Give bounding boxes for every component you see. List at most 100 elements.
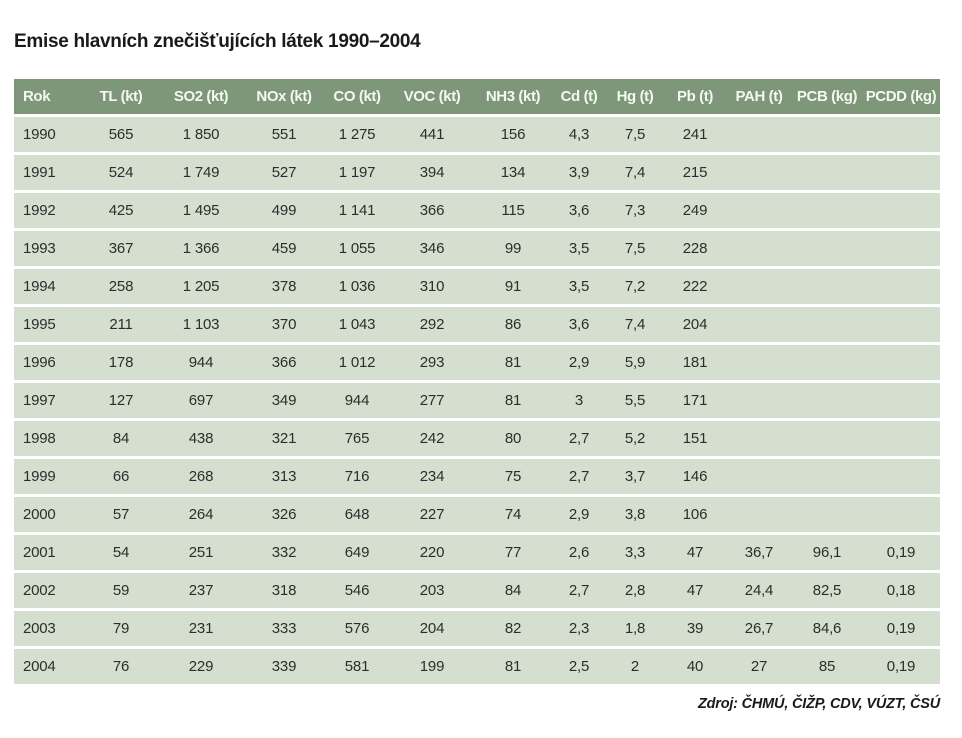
table-row: 2002 59 237 318 546 203 84 2,7 2,8 47 24,4 82,5 0,18 bbox=[14, 571, 940, 611]
value-cell: 251 bbox=[158, 533, 244, 573]
value-cell: 551 bbox=[244, 115, 324, 155]
table-row: 1990 565 1 850 551 1 275 441 156 4,3 7,5 241 bbox=[14, 115, 940, 155]
value-cell: 3,5 bbox=[552, 229, 606, 269]
value-cell: 3,3 bbox=[606, 533, 664, 573]
header-row: Rok TL (kt) SO2 (kt) NOx (kt) CO (kt) VO… bbox=[14, 79, 940, 117]
value-cell bbox=[792, 495, 862, 535]
value-cell bbox=[726, 495, 792, 535]
value-cell: 27 bbox=[726, 647, 792, 687]
value-cell: 74 bbox=[474, 495, 552, 535]
value-cell bbox=[862, 191, 940, 231]
table-row: 1994 258 1 205 378 1 036 310 91 3,5 7,2 222 bbox=[14, 267, 940, 307]
value-cell bbox=[726, 305, 792, 345]
column-header-voc: VOC (kt) bbox=[390, 79, 474, 117]
value-cell: 77 bbox=[474, 533, 552, 573]
value-cell: 2,6 bbox=[552, 533, 606, 573]
value-cell: 26,7 bbox=[726, 609, 792, 649]
value-cell: 3,7 bbox=[606, 457, 664, 497]
table-row: 1992 425 1 495 499 1 141 366 115 3,6 7,3 249 bbox=[14, 191, 940, 231]
value-cell: 346 bbox=[390, 229, 474, 269]
value-cell: 649 bbox=[324, 533, 390, 573]
value-cell: 268 bbox=[158, 457, 244, 497]
value-cell: 24,4 bbox=[726, 571, 792, 611]
value-cell: 2,8 bbox=[606, 571, 664, 611]
table-row: 1999 66 268 313 716 234 75 2,7 3,7 146 bbox=[14, 457, 940, 497]
value-cell bbox=[726, 457, 792, 497]
value-cell: 441 bbox=[390, 115, 474, 155]
value-cell: 80 bbox=[474, 419, 552, 459]
year-cell: 1993 bbox=[14, 229, 84, 269]
column-header-co: CO (kt) bbox=[324, 79, 390, 117]
column-header-hg: Hg (t) bbox=[606, 79, 664, 117]
value-cell: 1 749 bbox=[158, 153, 244, 193]
value-cell: 1 141 bbox=[324, 191, 390, 231]
value-cell bbox=[726, 419, 792, 459]
value-cell: 234 bbox=[390, 457, 474, 497]
value-cell: 81 bbox=[474, 381, 552, 421]
value-cell: 0,19 bbox=[862, 647, 940, 687]
table-row: 1995 211 1 103 370 1 043 292 86 3,6 7,4 204 bbox=[14, 305, 940, 345]
value-cell: 84 bbox=[474, 571, 552, 611]
value-cell bbox=[862, 115, 940, 155]
value-cell: 7,5 bbox=[606, 115, 664, 155]
value-cell: 581 bbox=[324, 647, 390, 687]
value-cell bbox=[862, 457, 940, 497]
value-cell: 648 bbox=[324, 495, 390, 535]
value-cell: 3,6 bbox=[552, 305, 606, 345]
value-cell: 2,5 bbox=[552, 647, 606, 687]
value-cell: 215 bbox=[664, 153, 726, 193]
table-row: 1993 367 1 366 459 1 055 346 99 3,5 7,5 228 bbox=[14, 229, 940, 269]
value-cell: 81 bbox=[474, 647, 552, 687]
value-cell: 546 bbox=[324, 571, 390, 611]
value-cell: 0,19 bbox=[862, 609, 940, 649]
value-cell: 47 bbox=[664, 533, 726, 573]
value-cell bbox=[862, 305, 940, 345]
value-cell: 366 bbox=[244, 343, 324, 383]
value-cell: 134 bbox=[474, 153, 552, 193]
value-cell bbox=[792, 457, 862, 497]
value-cell: 7,4 bbox=[606, 153, 664, 193]
value-cell: 81 bbox=[474, 343, 552, 383]
value-cell: 1 036 bbox=[324, 267, 390, 307]
page-title: Emise hlavních znečišťujících látek 1990… bbox=[14, 31, 421, 52]
value-cell: 765 bbox=[324, 419, 390, 459]
year-cell: 2004 bbox=[14, 647, 84, 687]
value-cell: 181 bbox=[664, 343, 726, 383]
table-row: 2000 57 264 326 648 227 74 2,9 3,8 106 bbox=[14, 495, 940, 535]
table-header: Rok TL (kt) SO2 (kt) NOx (kt) CO (kt) VO… bbox=[14, 79, 940, 117]
value-cell: 59 bbox=[84, 571, 158, 611]
value-cell: 151 bbox=[664, 419, 726, 459]
value-cell: 36,7 bbox=[726, 533, 792, 573]
value-cell: 264 bbox=[158, 495, 244, 535]
value-cell: 127 bbox=[84, 381, 158, 421]
value-cell: 237 bbox=[158, 571, 244, 611]
value-cell bbox=[862, 495, 940, 535]
value-cell: 697 bbox=[158, 381, 244, 421]
value-cell bbox=[792, 305, 862, 345]
value-cell: 310 bbox=[390, 267, 474, 307]
source-citation: Zdroj: ČHMÚ, ČIŽP, CDV, VÚZT, ČSÚ bbox=[697, 696, 940, 712]
value-cell: 242 bbox=[390, 419, 474, 459]
value-cell: 220 bbox=[390, 533, 474, 573]
value-cell bbox=[862, 267, 940, 307]
value-cell bbox=[862, 229, 940, 269]
year-cell: 1997 bbox=[14, 381, 84, 421]
value-cell bbox=[862, 343, 940, 383]
column-header-nox: NOx (kt) bbox=[244, 79, 324, 117]
year-cell: 1990 bbox=[14, 115, 84, 155]
value-cell: 2,7 bbox=[552, 571, 606, 611]
year-cell: 2003 bbox=[14, 609, 84, 649]
value-cell: 84 bbox=[84, 419, 158, 459]
value-cell: 313 bbox=[244, 457, 324, 497]
value-cell bbox=[726, 191, 792, 231]
value-cell bbox=[792, 343, 862, 383]
value-cell: 204 bbox=[664, 305, 726, 345]
value-cell bbox=[862, 153, 940, 193]
year-cell: 2000 bbox=[14, 495, 84, 535]
table-row: 1998 84 438 321 765 242 80 2,7 5,2 151 bbox=[14, 419, 940, 459]
column-header-pb: Pb (t) bbox=[664, 79, 726, 117]
year-cell: 1995 bbox=[14, 305, 84, 345]
value-cell bbox=[862, 419, 940, 459]
value-cell: 2,9 bbox=[552, 343, 606, 383]
